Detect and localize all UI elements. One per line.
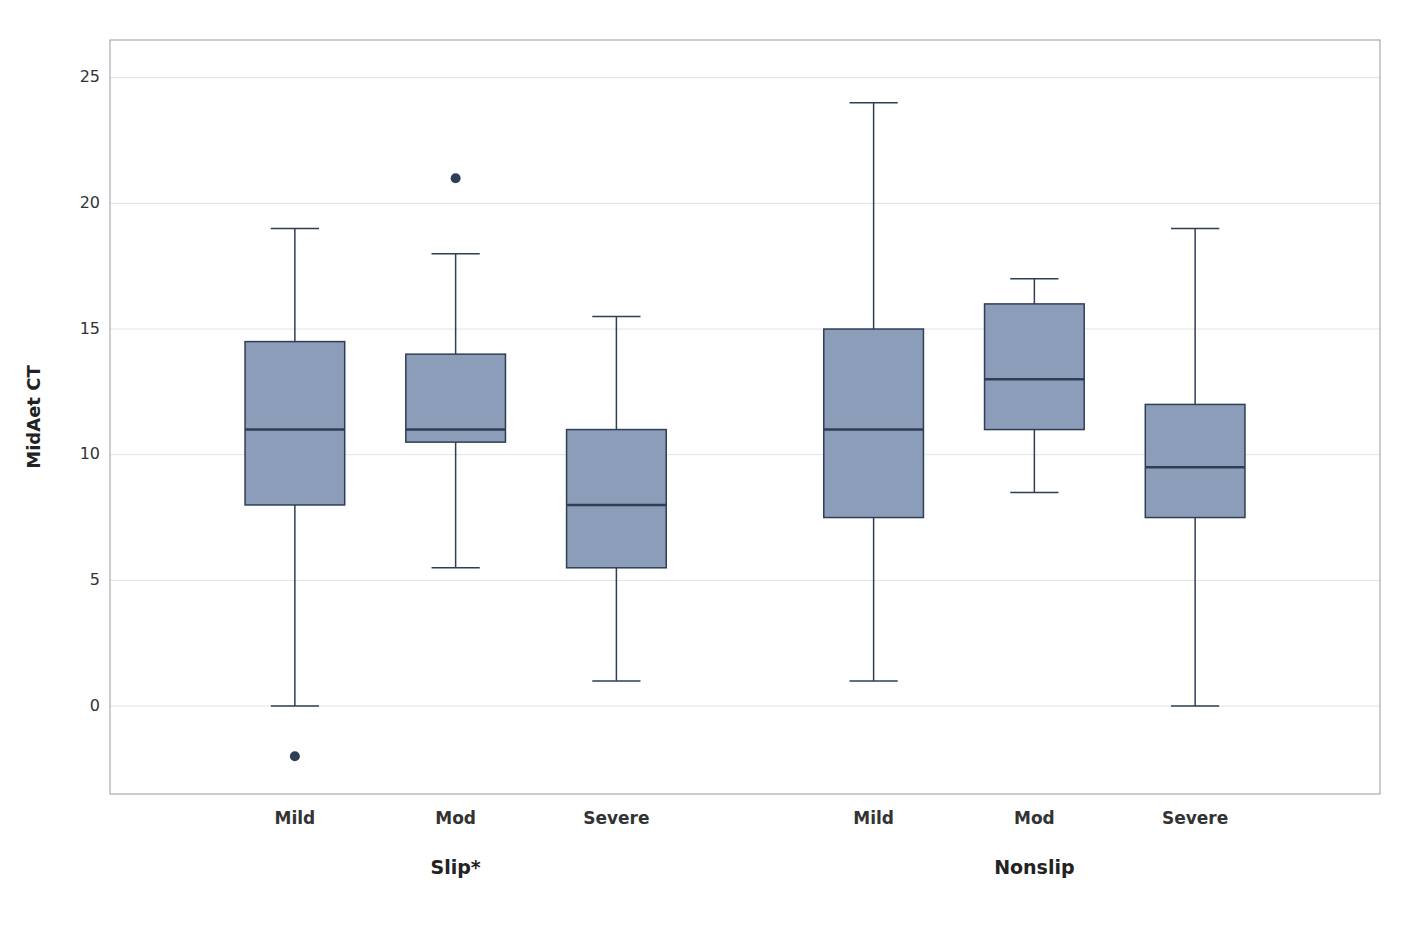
lower-cap [1171, 705, 1219, 707]
upper-whisker [1194, 229, 1196, 405]
y-tick-label: 15 [80, 319, 100, 338]
y-tick-label: 20 [80, 193, 100, 212]
median [824, 428, 924, 431]
upper-whisker [1034, 279, 1036, 304]
lower-whisker [455, 442, 457, 568]
x-tick-label: Mild [274, 808, 315, 828]
upper-cap [592, 316, 640, 318]
box [824, 329, 924, 518]
box-plot [1145, 229, 1245, 707]
box-plot [406, 173, 506, 568]
median [245, 428, 345, 431]
y-axis: 0 5 10 15 20 25 [80, 67, 1380, 714]
outlier [451, 173, 461, 183]
lower-cap [432, 567, 480, 569]
median [567, 504, 667, 507]
grid-line [110, 203, 1380, 204]
upper-whisker [873, 103, 875, 329]
upper-whisker [455, 254, 457, 355]
box-plot [824, 103, 924, 681]
y-tick-label: 10 [80, 444, 100, 463]
box-plot [245, 229, 345, 762]
lower-whisker [1194, 518, 1196, 707]
grid-line [110, 329, 1380, 330]
upper-cap [1010, 278, 1058, 280]
x-axis: Mild Mod Severe Slip* Mild Mod Severe Nonslip [274, 808, 1228, 878]
y-tick-label: 25 [80, 67, 100, 86]
upper-whisker [616, 316, 618, 429]
grid-line [110, 706, 1380, 707]
y-tick-label: 0 [90, 696, 100, 715]
marks [245, 103, 1245, 761]
grid-line [110, 580, 1380, 581]
x-tick-label: Mod [1014, 808, 1055, 828]
median [406, 428, 506, 431]
chart: 0510152025MidAet CTMildModSevereSlip*Mil… [0, 0, 1420, 944]
x-tick-label: Severe [1162, 808, 1228, 828]
y-tick-label: 5 [90, 570, 100, 589]
upper-cap [432, 253, 480, 255]
box [567, 430, 667, 568]
lower-cap [271, 705, 319, 707]
lower-whisker [616, 568, 618, 681]
y-axis-label: MidAet CT [23, 365, 44, 469]
lower-whisker [1034, 430, 1036, 493]
group-label: Nonslip [994, 856, 1074, 878]
upper-cap [1171, 228, 1219, 230]
median [1145, 466, 1245, 469]
x-tick-label: Mod [435, 808, 476, 828]
lower-cap [849, 680, 897, 682]
lower-whisker [873, 518, 875, 681]
box [406, 354, 506, 442]
lower-cap [592, 680, 640, 682]
upper-cap [849, 102, 897, 104]
lower-cap [1010, 492, 1058, 494]
box-plot [985, 279, 1085, 493]
box-plot [567, 316, 667, 680]
box [245, 342, 345, 505]
group-label: Slip* [431, 856, 481, 878]
plot-area [110, 40, 1380, 794]
plot-frame [110, 40, 1380, 794]
upper-cap [271, 228, 319, 230]
lower-whisker [294, 505, 296, 706]
x-tick-label: Severe [583, 808, 649, 828]
upper-whisker [294, 229, 296, 342]
outlier [290, 751, 300, 761]
box [1145, 404, 1245, 517]
grid-line [110, 77, 1380, 78]
median [985, 378, 1085, 381]
box [985, 304, 1085, 430]
x-tick-label: Mild [853, 808, 894, 828]
